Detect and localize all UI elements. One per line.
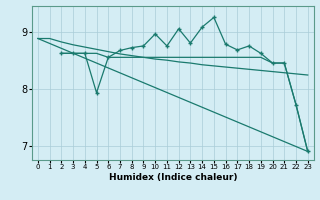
X-axis label: Humidex (Indice chaleur): Humidex (Indice chaleur) xyxy=(108,173,237,182)
